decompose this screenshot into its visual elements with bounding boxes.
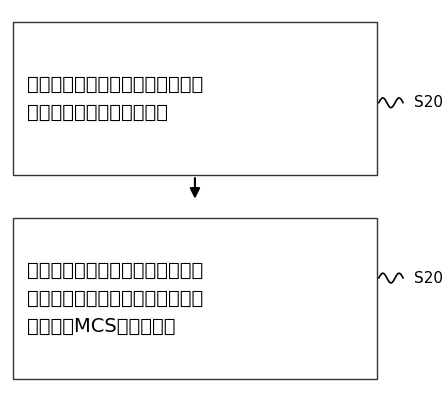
Text: 基站获取系统帧的干扰信息和终端
发送的下行数据的反馈结果: 基站获取系统帧的干扰信息和终端 发送的下行数据的反馈结果 [27, 75, 203, 122]
Text: S202: S202 [414, 270, 443, 286]
Text: S201: S201 [414, 95, 443, 110]
Text: 基站根据系统帧的干扰信息和下行
数据的反馈结果，对终端设备的下
行信道的MCS值进行调整: 基站根据系统帧的干扰信息和下行 数据的反馈结果，对终端设备的下 行信道的MCS值… [27, 261, 203, 336]
Bar [13, 218, 377, 379]
Bar [13, 22, 377, 175]
